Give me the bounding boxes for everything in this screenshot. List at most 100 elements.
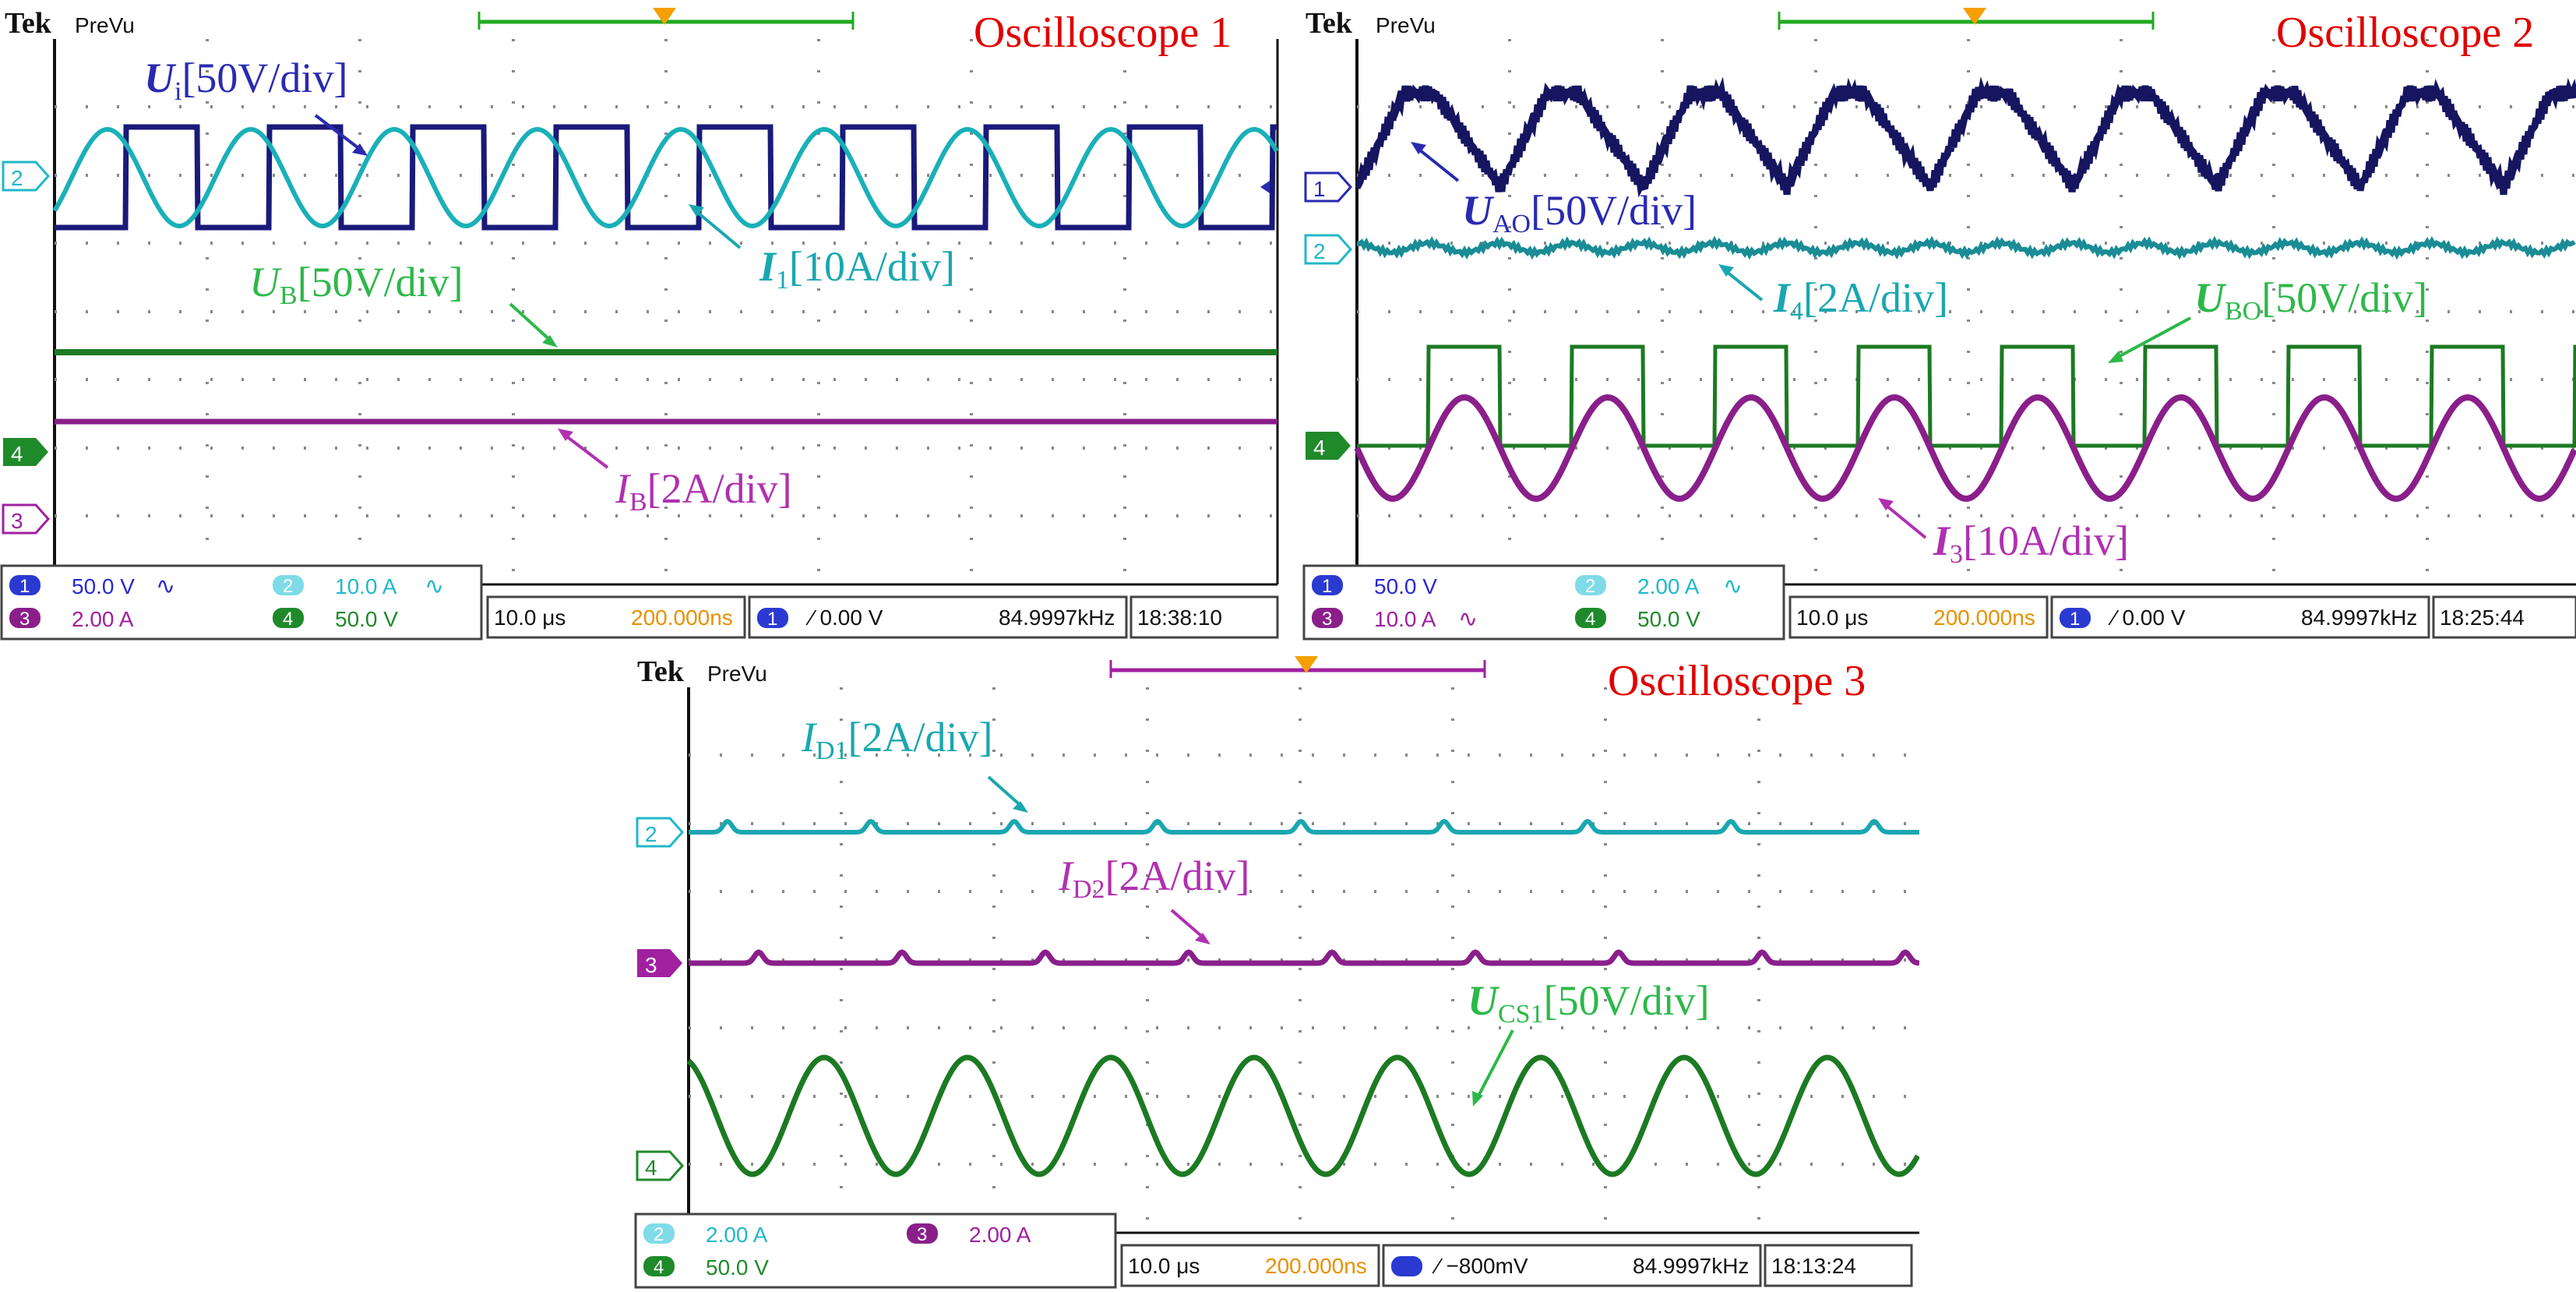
svg-text:1: 1	[1322, 576, 1332, 597]
svg-text:50.0 V: 50.0 V	[72, 574, 135, 598]
channel-marker-2[interactable]: 2	[636, 817, 685, 848]
clock-panel: 18:25:44	[2432, 595, 2576, 639]
clock-panel: 18:13:24	[1764, 1244, 1913, 1287]
channel-marker-4[interactable]: 4	[1306, 432, 1351, 460]
annotation-i1: I1[10A/div]	[759, 243, 955, 295]
svg-text:2.00 A: 2.00 A	[1637, 574, 1700, 598]
svg-text:84.9997kHz: 84.9997kHz	[1633, 1254, 1749, 1278]
svg-text:2: 2	[645, 822, 657, 846]
trigger-position-icon	[1963, 8, 1986, 25]
svg-text:⁄ 0.00 V: ⁄ 0.00 V	[805, 605, 883, 630]
svg-text:∿: ∿	[156, 574, 175, 599]
scope-title: Oscilloscope 1	[974, 9, 1232, 57]
svg-text:4: 4	[283, 609, 293, 630]
svg-text:50.0 V: 50.0 V	[706, 1255, 769, 1280]
svg-text:2: 2	[283, 576, 293, 597]
trace-ubo-square	[1357, 344, 2576, 448]
svg-text:10.0 μs: 10.0 μs	[494, 605, 566, 630]
annotation-ubo: UBO[50V/div]	[2194, 274, 2427, 326]
svg-text:1: 1	[2070, 609, 2080, 630]
svg-text:⁄ −800mV: ⁄ −800mV	[1432, 1254, 1528, 1278]
trace-ui-square	[55, 124, 1277, 231]
svg-text:10.0 μs: 10.0 μs	[1128, 1254, 1200, 1278]
annotation-i3: I3[10A/div]	[1933, 517, 2129, 569]
svg-text:3: 3	[19, 609, 30, 630]
svg-text:84.9997kHz: 84.9997kHz	[2301, 605, 2417, 630]
svg-text:2.00 A: 2.00 A	[706, 1223, 768, 1247]
trace-i4	[1356, 235, 2576, 260]
trace-i3-sine	[1354, 394, 2576, 503]
annotation-i4: I4[2A/div]	[1773, 274, 1948, 326]
tek-brand: Tek	[637, 655, 685, 688]
trigger-panel: 1 ⁄ 0.00 V 84.9997kHz	[2050, 595, 2430, 639]
channel-marker-2[interactable]: 2	[2, 161, 51, 192]
svg-text:18:25:44: 18:25:44	[2440, 605, 2525, 630]
annotation-uao: UAO[50V/div]	[1462, 187, 1697, 238]
tek-brand: Tek	[5, 7, 52, 40]
channel-marker-1[interactable]: 1	[1304, 171, 1353, 203]
trigger-position-icon	[1295, 656, 1318, 673]
svg-text:3: 3	[917, 1224, 927, 1245]
channel-marker-2[interactable]: 2	[1304, 234, 1353, 265]
svg-text:200.000ns: 200.000ns	[1933, 605, 2035, 630]
svg-text:10.0 A: 10.0 A	[1374, 607, 1436, 631]
svg-text:50.0 V: 50.0 V	[335, 607, 398, 631]
prevu-label: PreVu	[75, 13, 135, 37]
trace-ucs1-sine	[686, 1054, 1919, 1177]
channel-status-panel: 2 2.00 A 3 2.00 A 4 50.0 V	[634, 1213, 1117, 1289]
svg-text:∿: ∿	[1723, 574, 1743, 599]
svg-text:18:38:10: 18:38:10	[1137, 605, 1222, 630]
svg-text:2: 2	[1313, 239, 1326, 263]
svg-text:50.0 V: 50.0 V	[1637, 607, 1700, 631]
svg-text:10.0 μs: 10.0 μs	[1796, 605, 1868, 630]
oscilloscope-2: Tek PreVu Oscilloscope 2	[1302, 0, 2576, 643]
svg-text:2: 2	[1585, 576, 1595, 597]
trigger-panel: ⁄ −800mV 84.9997kHz	[1382, 1244, 1762, 1287]
oscilloscope-1: Tek PreVu Oscilloscope 1	[0, 0, 1285, 643]
svg-text:50.0 V: 50.0 V	[1374, 574, 1437, 598]
annotation-ui: Ui[50V/div]	[144, 55, 347, 106]
trace-id2	[689, 949, 1919, 966]
channel-marker-3[interactable]: 3	[2, 503, 51, 535]
svg-text:4: 4	[11, 442, 23, 466]
trace-i1-sine	[52, 126, 1279, 229]
trace-id1	[689, 818, 1919, 835]
svg-text:4: 4	[1313, 436, 1326, 460]
prevu-label: PreVu	[707, 662, 767, 686]
svg-text:84.9997kHz: 84.9997kHz	[999, 605, 1115, 630]
svg-text:∿: ∿	[425, 574, 444, 599]
trigger-panel: 1 ⁄ 0.00 V 84.9997kHz	[748, 595, 1128, 639]
svg-text:2.00 A: 2.00 A	[72, 607, 134, 631]
prevu-label: PreVu	[1376, 13, 1436, 37]
annotation-id1: ID1[2A/div]	[801, 714, 993, 765]
svg-text:200.000ns: 200.000ns	[631, 605, 733, 630]
timebase-panel: 10.0 μs 200.000ns	[486, 595, 746, 639]
svg-text:∿: ∿	[1458, 606, 1478, 632]
svg-text:4: 4	[654, 1257, 664, 1278]
channel-marker-3[interactable]: 3	[637, 949, 682, 977]
timebase-panel: 10.0 μs 200.000ns	[1120, 1244, 1380, 1287]
tek-brand: Tek	[1306, 7, 1353, 40]
channel-status-panel: 1 50.0 V ∿ 2 10.0 A ∿ 3 2.00 A 4 50.0 V	[0, 564, 483, 641]
annotation-ib: IB[2A/div]	[615, 465, 792, 517]
svg-text:⁄ 0.00 V: ⁄ 0.00 V	[2108, 605, 2186, 630]
svg-text:3: 3	[1322, 609, 1332, 630]
ref-arrow-icon	[1260, 181, 1270, 193]
svg-text:10.0 A: 10.0 A	[335, 574, 397, 598]
channel-status-panel: 1 50.0 V 2 2.00 A ∿ 3 10.0 A ∿ 4 50.0 V	[1302, 564, 1785, 641]
trace-uao	[1355, 76, 2576, 198]
svg-text:200.000ns: 200.000ns	[1265, 1254, 1367, 1278]
channel-marker-4[interactable]: 4	[636, 1150, 685, 1181]
trigger-position-icon	[653, 8, 676, 25]
clock-panel: 18:38:10	[1129, 595, 1279, 639]
svg-text:4: 4	[1585, 609, 1595, 630]
oscilloscope-3: Tek PreVu Oscilloscope 3	[634, 648, 1919, 1292]
svg-text:2: 2	[654, 1224, 664, 1245]
svg-text:2: 2	[11, 166, 23, 190]
svg-text:18:13:24: 18:13:24	[1771, 1254, 1856, 1278]
timebase-panel: 10.0 μs 200.000ns	[1788, 595, 2049, 639]
svg-text:1: 1	[19, 576, 30, 597]
channel-marker-4[interactable]: 4	[3, 438, 48, 466]
svg-text:4: 4	[645, 1156, 657, 1180]
svg-text:3: 3	[11, 509, 23, 533]
